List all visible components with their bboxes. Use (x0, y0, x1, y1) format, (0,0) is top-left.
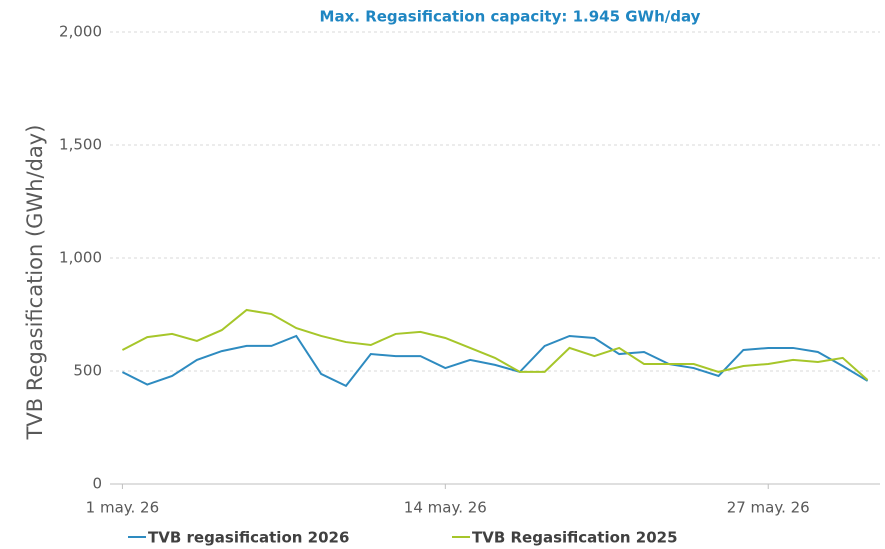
series-line (121, 308, 869, 381)
y-axis-label: TVB Regasification (GWh/day) (23, 125, 47, 441)
legend-label: TVB Regasification 2025 (472, 529, 678, 547)
x-tick-label: 14 may. 26 (404, 499, 487, 517)
y-tick-label: 500 (73, 362, 102, 380)
y-tick-label: 1,000 (59, 249, 102, 267)
x-tick-label: 1 may. 26 (86, 499, 159, 517)
series-line (121, 334, 869, 388)
y-tick-label: 0 (92, 475, 102, 493)
y-tick-label: 2,000 (59, 23, 102, 41)
y-tick-label: 1,500 (59, 136, 102, 154)
legend-label: TVB regasification 2026 (148, 529, 349, 547)
x-tick-label: 27 may. 26 (727, 499, 810, 517)
chart-title: Max. Regasification capacity: 1.945 GWh/… (320, 8, 701, 26)
